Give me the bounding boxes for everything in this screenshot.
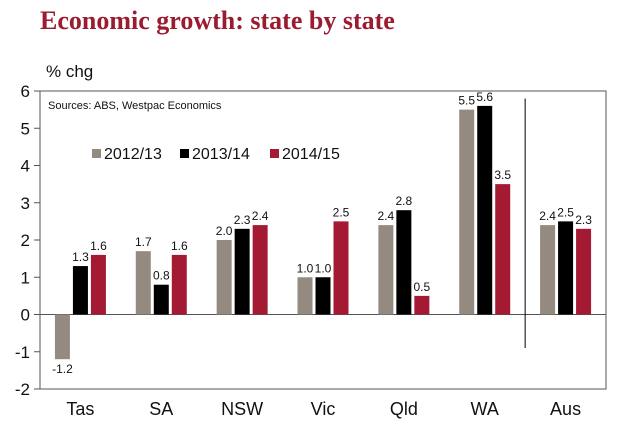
- bar: [90, 254, 106, 315]
- data-label: 2.3: [234, 213, 251, 227]
- y-tick-label: 4: [21, 157, 30, 176]
- y-tick-label: 5: [21, 119, 30, 138]
- legend-label: 2012/13: [104, 146, 162, 163]
- bar: [252, 225, 268, 315]
- bars: -1.21.31.6 1.70.81.62.02.3 2.41.0 1.02.5 2.4…: [52, 90, 592, 376]
- data-label: 2.4: [378, 209, 395, 223]
- bar: [135, 251, 151, 315]
- data-label: 3.5: [494, 168, 511, 182]
- legend-swatch: [92, 149, 101, 158]
- bar: [576, 228, 592, 315]
- y-axis-ticks: -2 -1 0 1 2 3 4 5 6: [15, 82, 40, 399]
- bar: [495, 184, 511, 315]
- data-label: 5.5: [458, 94, 475, 108]
- data-label: 1.7: [135, 235, 152, 249]
- bar: [414, 295, 430, 315]
- bar: [72, 266, 88, 315]
- y-axis-label: % chg: [46, 62, 94, 81]
- data-label: 1.6: [171, 239, 188, 253]
- y-tick-label: 6: [21, 82, 30, 101]
- y-tick-label: 0: [21, 306, 30, 325]
- legend-swatch: [180, 149, 189, 158]
- x-tick-label: Vic: [311, 399, 336, 419]
- legend: 2012/13 2013/14 2014/15: [92, 146, 340, 163]
- plot-frame: [39, 90, 607, 390]
- data-label: 2.4: [252, 209, 269, 223]
- bar: [333, 221, 349, 315]
- data-label: 1.6: [90, 239, 107, 253]
- data-label: 2.3: [575, 213, 592, 227]
- x-tick-label: WA: [471, 399, 499, 419]
- bar: [378, 225, 394, 315]
- legend-label: 2014/15: [282, 146, 340, 163]
- bar: [216, 240, 232, 315]
- data-label: 5.6: [476, 90, 493, 104]
- data-label: 0.5: [414, 280, 431, 294]
- legend-swatch: [270, 149, 279, 158]
- source-note: Sources: ABS, Westpac Economics: [48, 100, 222, 112]
- data-label: 2.0: [216, 224, 233, 238]
- x-tick-label: NSW: [221, 399, 263, 419]
- chart-title: Economic growth: state by state: [40, 6, 395, 35]
- data-label: 2.8: [396, 194, 413, 208]
- data-label: 2.5: [557, 205, 574, 219]
- x-tick-label: Aus: [550, 399, 581, 419]
- y-tick-label: -2: [15, 380, 30, 399]
- y-tick-label: 3: [21, 194, 30, 213]
- data-label: 2.4: [539, 209, 556, 223]
- bar: [234, 228, 250, 315]
- bar: [153, 284, 169, 315]
- bar: [558, 221, 574, 315]
- bar: [477, 105, 493, 315]
- data-label: 2.5: [333, 205, 350, 219]
- y-tick-label: 1: [21, 268, 30, 287]
- x-tick-label: SA: [149, 399, 173, 419]
- legend-label: 2013/14: [192, 146, 250, 163]
- x-axis-labels: Tas SA NSW Vic Qld WA Aus: [66, 399, 581, 419]
- data-label: -1.2: [52, 362, 73, 376]
- x-tick-label: Qld: [390, 399, 418, 419]
- bar: [396, 210, 412, 315]
- data-label: 1.3: [72, 250, 89, 264]
- bar: [297, 277, 313, 315]
- y-tick-label: -1: [15, 343, 30, 362]
- bar: [171, 254, 187, 315]
- data-label: 1.0: [297, 261, 314, 275]
- bar: [540, 225, 556, 315]
- bar: [459, 109, 475, 315]
- x-tick-label: Tas: [66, 399, 94, 419]
- data-label: 1.0: [315, 261, 332, 275]
- y-tick-label: 2: [21, 231, 30, 250]
- bar: [315, 277, 331, 315]
- bar: [54, 314, 70, 360]
- data-label: 0.8: [153, 269, 170, 283]
